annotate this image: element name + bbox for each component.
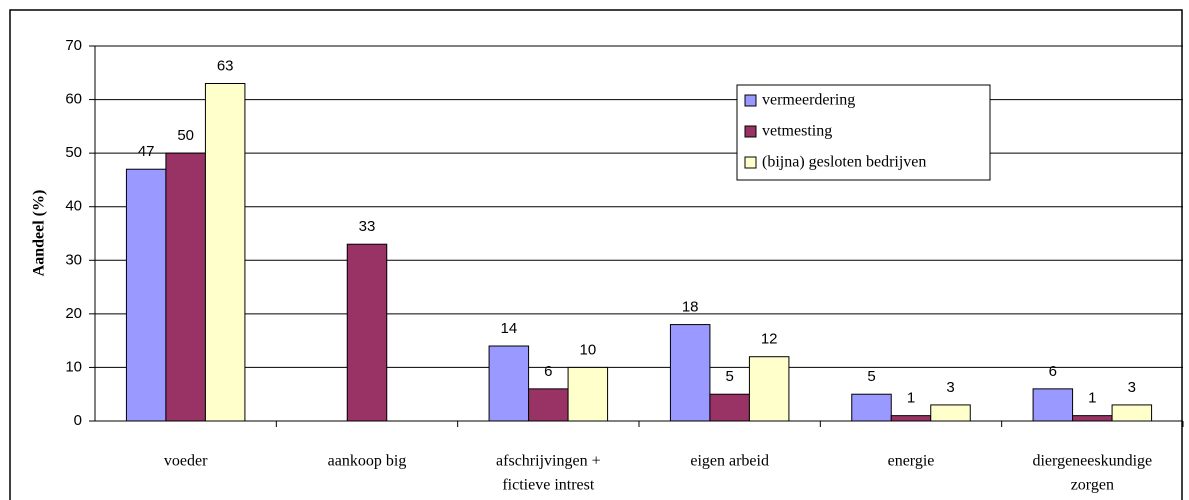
bar [890,415,932,422]
y-tick-label: 10 [65,358,82,375]
bar [204,83,246,422]
x-tick-label: diergeneeskundige [1032,453,1152,470]
y-tick-label: 70 [65,37,82,54]
bar [669,324,711,422]
data-label: 63 [217,57,234,74]
x-tick-label: voeder [164,453,208,470]
data-label: 6 [544,363,552,380]
legend-swatch [744,94,757,107]
data-label: 1 [1088,390,1096,407]
bar [1032,388,1074,422]
legend-swatch [744,156,757,169]
x-tick-label: eigen arbeid [690,453,769,470]
bar [1072,415,1113,422]
data-label: 12 [761,331,778,348]
x-tick-label: afschrijvingen + [496,453,601,470]
bar [851,393,892,422]
legend-box [736,84,991,181]
bar [748,356,790,422]
data-label: 18 [682,299,699,316]
x-tick-label: zorgen [1071,477,1114,494]
data-label: 50 [177,127,194,144]
x-tick-label: aankoop big [328,453,407,470]
data-label: 33 [359,218,376,235]
y-tick-label: 0 [74,412,82,429]
y-tick-label: 40 [65,198,82,215]
bar [488,345,530,422]
data-label: 14 [500,320,517,337]
x-tick-label: energie [888,453,935,470]
bar [1111,404,1153,422]
legend-label: vermeerdering [762,92,855,109]
legend-swatch [744,125,757,138]
bar [709,393,750,422]
bar [528,388,569,422]
y-tick-label: 30 [65,251,82,268]
x-tick-label: fictieve intrest [502,477,595,494]
y-tick-label: 60 [65,91,82,108]
data-label: 47 [138,143,155,160]
bar [346,243,388,422]
legend-label: vetmesting [762,123,832,140]
bar [567,366,609,422]
data-label: 3 [1128,379,1136,396]
y-axis-label: Aandeel (%) [31,190,48,277]
y-tick-label: 50 [65,144,82,161]
data-label: 6 [1049,363,1057,380]
y-tick-label: 20 [65,305,82,322]
data-label: 5 [725,368,733,385]
bar [125,168,167,422]
data-label: 1 [907,390,915,407]
legend-label: (bijna) gesloten bedrijven [762,154,926,171]
data-label: 10 [579,341,596,358]
data-label: 5 [867,368,875,385]
bar [930,404,971,422]
data-label: 3 [946,379,954,396]
bar [165,152,206,422]
